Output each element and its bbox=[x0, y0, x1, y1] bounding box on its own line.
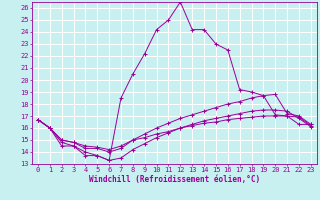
X-axis label: Windchill (Refroidissement éolien,°C): Windchill (Refroidissement éolien,°C) bbox=[89, 175, 260, 184]
